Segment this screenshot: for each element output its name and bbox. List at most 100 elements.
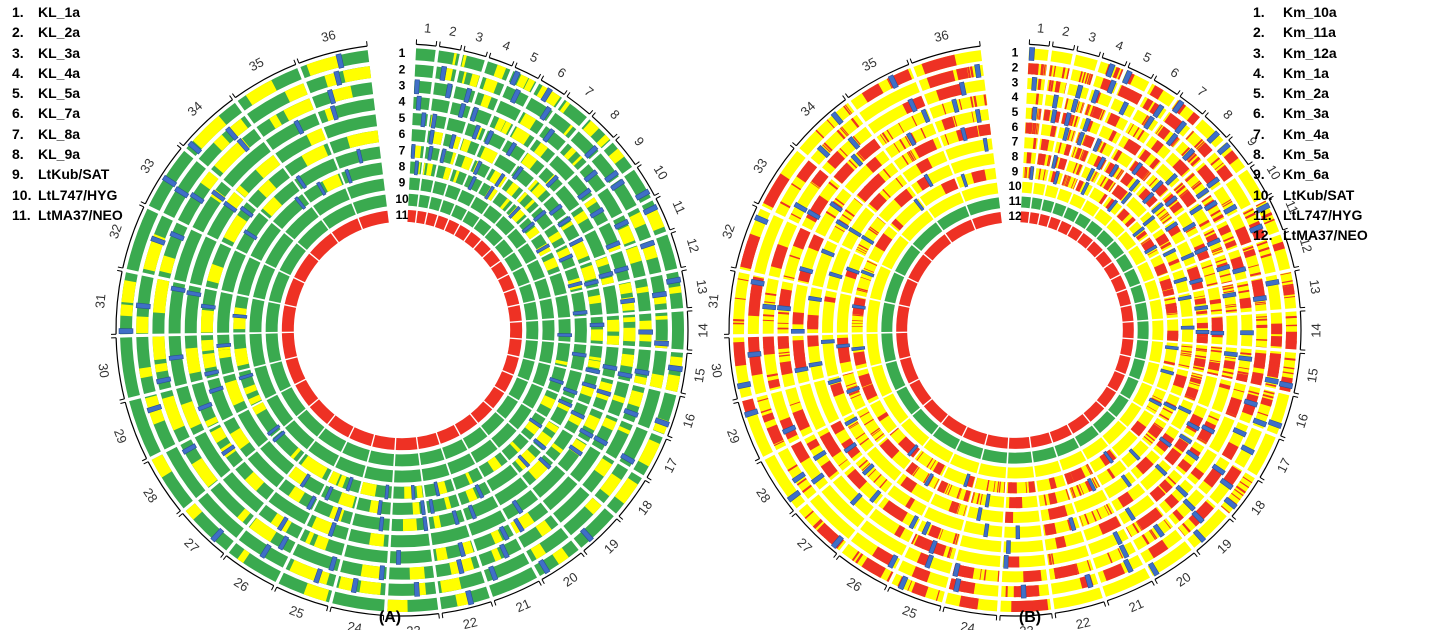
variant-region [516, 74, 529, 89]
track-segment [799, 383, 826, 431]
snp-stripe [1135, 165, 1143, 175]
chromosome-tick [1293, 395, 1299, 398]
snp-stripe [1137, 129, 1144, 140]
marker-block [1177, 405, 1192, 415]
track-segment [484, 228, 503, 247]
variant-region [963, 489, 971, 502]
snp-stripe [952, 533, 958, 545]
marker-block [620, 452, 636, 465]
variant-region [633, 375, 647, 385]
snp-stripe [1057, 111, 1061, 123]
legend-number: 12. [1253, 227, 1273, 244]
track-segment [502, 355, 519, 375]
marker-block [200, 303, 216, 310]
snp-stripe [1120, 86, 1127, 98]
track-segment [1155, 163, 1180, 188]
variant-region [1216, 164, 1233, 182]
snp-stripe [1196, 342, 1208, 344]
marker-block [982, 137, 989, 152]
snp-stripe [810, 208, 821, 216]
track-segment [815, 188, 852, 237]
snp-stripe [849, 391, 860, 396]
snp-stripe [1213, 215, 1224, 222]
marker-block [634, 368, 650, 376]
legend-label: KL_4a [38, 64, 81, 81]
track-segment [436, 425, 460, 444]
chromosome-tick [1052, 41, 1054, 47]
snp-stripe [1146, 405, 1157, 412]
chromosome-label: 13 [693, 279, 710, 295]
chromosome-label: 33 [137, 156, 157, 176]
chromosome-label: 21 [513, 596, 532, 616]
snp-stripe [1141, 115, 1149, 126]
snp-stripe [1181, 522, 1191, 533]
chromosome-tick [1231, 515, 1237, 520]
variant-region [1224, 239, 1237, 249]
chromosome-tick [293, 59, 297, 65]
variant-region [762, 336, 775, 355]
snp-stripe [1003, 481, 1006, 493]
snp-stripe [823, 142, 833, 152]
chromosome-label: 1 [1036, 20, 1044, 36]
snp-stripe [1040, 64, 1043, 76]
chromosome-tick [1073, 45, 1076, 51]
track-segment [900, 357, 919, 384]
variant-region [833, 162, 855, 184]
snp-stripe [873, 197, 883, 206]
variant-region [234, 351, 249, 364]
track-segment [887, 485, 927, 516]
legend-item: 5. KL_5a [12, 83, 123, 103]
snp-stripe [946, 546, 952, 559]
track-segment [507, 228, 527, 249]
variant-region [475, 127, 483, 140]
snp-stripe [1144, 243, 1154, 250]
legend-number: 9. [12, 166, 24, 183]
marker-block [266, 424, 281, 436]
snp-stripe [1210, 157, 1220, 166]
chromosome-tick [220, 553, 225, 558]
variant-region [1167, 224, 1181, 237]
marker-block [1248, 223, 1264, 234]
chromosome-tick [792, 142, 797, 147]
marker-block [923, 472, 934, 487]
track-segment [349, 427, 374, 447]
track-segment [129, 398, 161, 457]
chromosome-label: 4 [501, 37, 513, 54]
track-segment [570, 344, 587, 371]
marker-block [329, 105, 339, 121]
track-segment [358, 210, 389, 230]
marker-block [907, 444, 919, 457]
marker-block [1142, 191, 1155, 205]
snp-stripe [1216, 262, 1228, 268]
chromosome-tick [942, 606, 945, 613]
marker-block [907, 98, 918, 113]
track-segment [457, 189, 475, 207]
snp-stripe [1184, 196, 1194, 204]
chromosome-tick [732, 398, 738, 401]
track-segment [297, 220, 329, 250]
chromosome-tick [296, 58, 300, 64]
snp-stripe [833, 391, 844, 396]
track-segment [555, 185, 580, 212]
track-segment [1137, 321, 1149, 340]
track-segment [281, 305, 297, 332]
snp-stripe [1170, 136, 1179, 147]
chromosome-label: 34 [184, 98, 205, 119]
variant-region [959, 595, 979, 610]
chromosome-arc [757, 147, 795, 205]
chromosome-tick [176, 144, 182, 149]
snp-stripe [958, 129, 963, 141]
marker-block [638, 329, 653, 335]
variant-region [770, 252, 786, 270]
marker-block [1120, 191, 1133, 205]
track-segment [777, 447, 817, 499]
snp-stripe [944, 134, 950, 145]
track-segment [1237, 169, 1264, 203]
chromosome-tick [1279, 438, 1285, 442]
snp-stripe [845, 382, 857, 387]
legend-label: LtL747/HYG [1283, 206, 1363, 223]
legend-number: 7. [12, 125, 24, 142]
variant-region [210, 426, 227, 444]
snp-stripe [804, 510, 814, 519]
track-segment [553, 486, 590, 523]
